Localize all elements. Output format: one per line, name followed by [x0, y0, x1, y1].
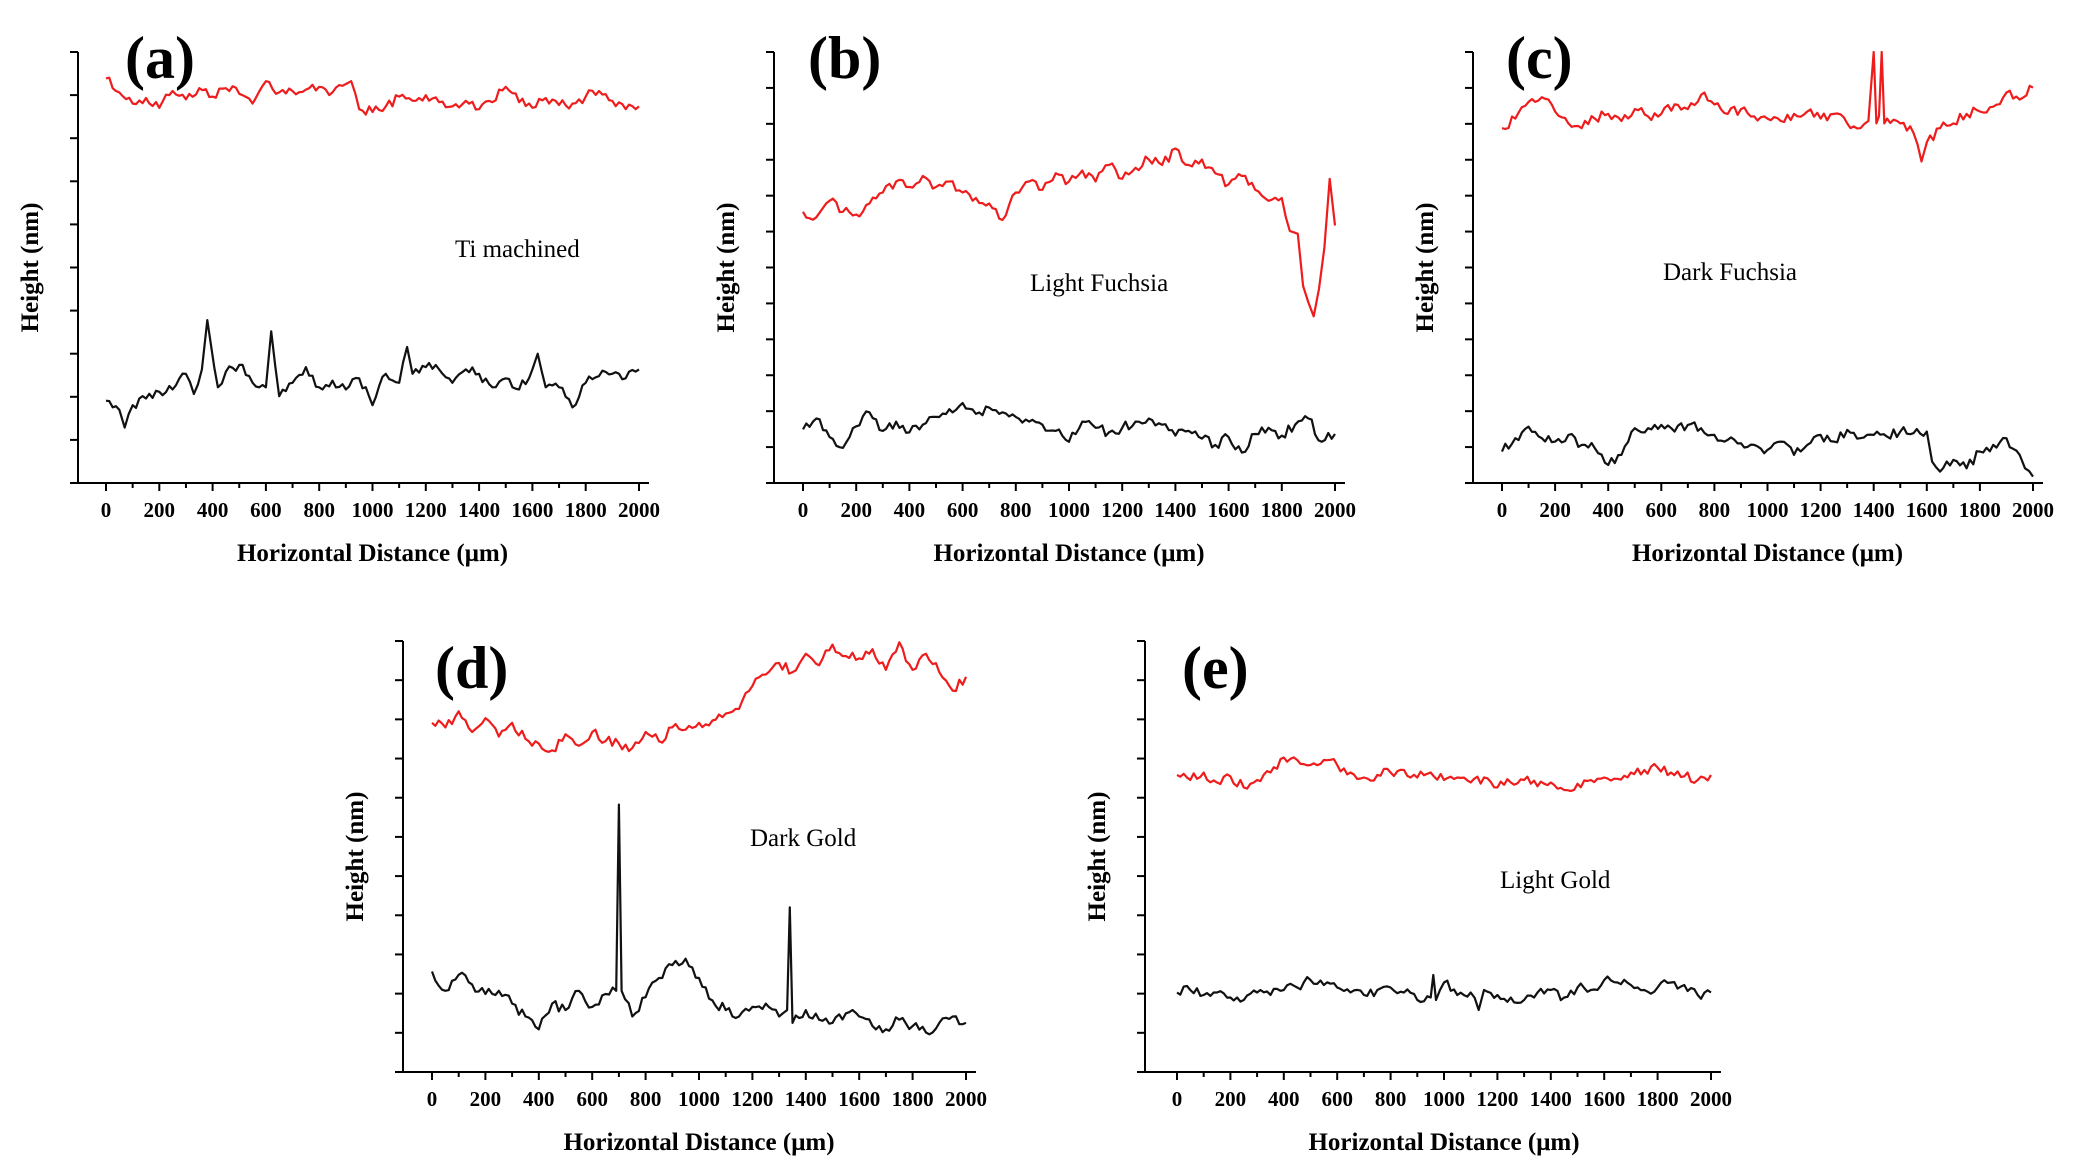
x-tick-label: 600	[947, 498, 979, 522]
upper-profile-line	[1176, 756, 1712, 793]
x-tick-label: 2000	[1690, 1087, 1732, 1111]
x-tick-label: 1200	[1476, 1087, 1518, 1111]
chart-panel-e: 0 200 400 600 800 1000 1200 1400 1600 1800 2000 Hor…	[1084, 635, 1732, 1156]
x-tick-label: 1200	[1101, 498, 1143, 522]
x-tick-label: 200	[1539, 498, 1571, 522]
x-tick-label: 800	[1000, 498, 1032, 522]
x-tick-label: 1600	[838, 1087, 880, 1111]
x-tick-label: 800	[303, 498, 335, 522]
x-tick-label: 1600	[1583, 1087, 1625, 1111]
x-tick-label: 200	[1215, 1087, 1247, 1111]
x-tick-label: 400	[1592, 498, 1624, 522]
sample-annotation: Light Gold	[1500, 867, 1611, 894]
x-tick-label: 800	[1375, 1087, 1407, 1111]
x-tick-label: 800	[1699, 498, 1731, 522]
y-axis-title: Height (nm)	[17, 203, 44, 333]
sample-annotation: Dark Fuchsia	[1663, 259, 1797, 286]
x-tick-label: 400	[197, 498, 229, 522]
sample-annotation: Ti machined	[455, 236, 580, 263]
chart-panel-a: 0 200 400 600 800 1000 1200 1400 1600 1800 2000 Hor…	[17, 25, 660, 567]
lower-profile-line	[430, 803, 967, 1036]
chart-panel-c: 0 200 400 600 800 1000 1200 1400 1600 1800 2000 Hor…	[1412, 25, 2054, 567]
y-axis-title: Height (nm)	[713, 203, 740, 333]
x-axis-title: Horizontal Distance (μm)	[1632, 540, 1903, 567]
x-tick-label: 200	[470, 1087, 502, 1111]
y-axis-title: Height (nm)	[342, 792, 369, 922]
x-tick-label: 1200	[731, 1087, 773, 1111]
x-axis-title: Horizontal Distance (μm)	[237, 540, 508, 567]
chart-panels: 0 200 400 600 800 1000 1200 1400 1600 1800 2000Hor…	[17, 25, 2054, 1156]
x-tick-label: 1400	[785, 1087, 827, 1111]
upper-profile-line	[105, 76, 640, 116]
x-tick-label: 200	[840, 498, 872, 522]
x-tick-label: 0	[427, 1087, 438, 1111]
x-tick-label: 2000	[2012, 498, 2054, 522]
x-tick-label: 400	[523, 1087, 555, 1111]
sample-annotation: Dark Gold	[750, 825, 857, 852]
upper-profile-line	[431, 641, 968, 753]
x-tick-label: 0	[101, 498, 112, 522]
panel-label: (a)	[125, 25, 195, 91]
lower-profile-line	[105, 319, 640, 429]
upper-profile-line	[802, 147, 1337, 318]
x-tick-label: 2000	[618, 498, 660, 522]
lower-profile-line	[1176, 973, 1712, 1012]
x-tick-label: 1400	[1530, 1087, 1572, 1111]
x-tick-label: 1000	[1423, 1087, 1465, 1111]
x-tick-label: 1800	[1959, 498, 2001, 522]
panel-label: (d)	[435, 635, 508, 701]
x-tick-label: 600	[576, 1087, 608, 1111]
x-tick-label: 0	[1172, 1087, 1183, 1111]
x-tick-label: 1200	[405, 498, 447, 522]
x-tick-label: 1800	[1637, 1087, 1679, 1111]
x-tick-label: 1400	[1154, 498, 1196, 522]
x-tick-label: 400	[1268, 1087, 1300, 1111]
sample-annotation: Light Fuchsia	[1030, 270, 1168, 297]
y-axis-title: Height (nm)	[1084, 792, 1111, 922]
x-tick-label: 2000	[1314, 498, 1356, 522]
x-tick-label: 1600	[511, 498, 553, 522]
x-tick-label: 600	[250, 498, 282, 522]
x-tick-label: 0	[798, 498, 809, 522]
y-axis-title: Height (nm)	[1412, 203, 1439, 333]
x-tick-label: 1800	[1261, 498, 1303, 522]
lower-profile-line	[1500, 421, 2034, 478]
x-tick-label: 600	[1646, 498, 1678, 522]
x-tick-label: 1600	[1208, 498, 1250, 522]
panel-label: (e)	[1182, 635, 1249, 701]
x-tick-label: 0	[1497, 498, 1508, 522]
x-tick-label: 2000	[945, 1087, 987, 1111]
x-tick-label: 1200	[1800, 498, 1842, 522]
x-axis-title: Horizontal Distance (μm)	[933, 540, 1204, 567]
x-tick-label: 1800	[565, 498, 607, 522]
lower-profile-line	[802, 401, 1336, 454]
panel-label: (c)	[1506, 25, 1573, 91]
panel-label: (b)	[808, 25, 881, 91]
x-tick-label: 1400	[458, 498, 500, 522]
x-tick-label: 1400	[1853, 498, 1895, 522]
chart-panel-b: 0 200 400 600 800 1000 1200 1400 1600 1800 2000 Hor…	[713, 25, 1356, 567]
x-tick-label: 200	[144, 498, 176, 522]
x-tick-label: 800	[630, 1087, 662, 1111]
x-tick-label: 1000	[1048, 498, 1090, 522]
x-tick-label: 1000	[678, 1087, 720, 1111]
x-tick-label: 1800	[892, 1087, 934, 1111]
x-tick-label: 400	[894, 498, 926, 522]
x-axis-title: Horizontal Distance (μm)	[563, 1129, 834, 1156]
x-tick-label: 600	[1321, 1087, 1353, 1111]
x-tick-label: 1600	[1906, 498, 1948, 522]
x-tick-label: 1000	[352, 498, 394, 522]
chart-panel-d: 0 200 400 600 800 1000 1200 1400 1600 1800 2000 Hor…	[342, 635, 987, 1156]
upper-profile-line	[1501, 50, 2034, 163]
x-axis-title: Horizontal Distance (μm)	[1308, 1129, 1579, 1156]
x-tick-label: 1000	[1747, 498, 1789, 522]
